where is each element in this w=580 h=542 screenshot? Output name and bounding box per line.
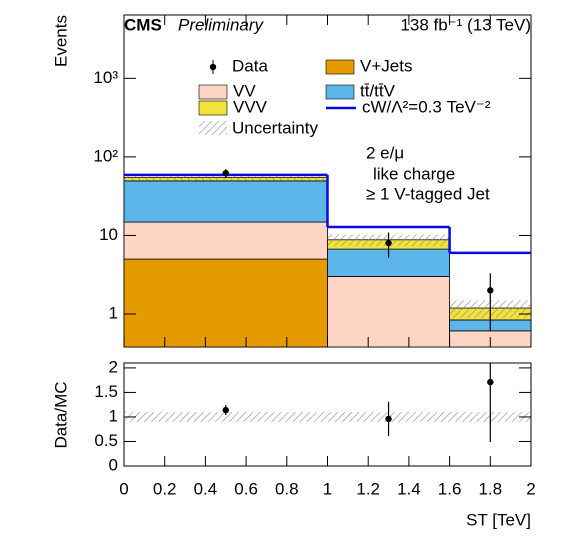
x-tick-label: 1.8 bbox=[478, 479, 502, 498]
x-tick-label: 0.2 bbox=[153, 479, 177, 498]
y-tick-label: 10² bbox=[93, 146, 118, 165]
annotation: ≥ 1 V-tagged Jet bbox=[366, 184, 490, 203]
stack-bar bbox=[123, 180, 328, 223]
y-tick-label: 10³ bbox=[93, 68, 118, 87]
legend-label: VVV bbox=[233, 97, 268, 116]
data-point bbox=[222, 169, 229, 177]
legend-swatch bbox=[325, 59, 355, 75]
x-tick-label: 0.4 bbox=[194, 479, 218, 498]
y-tick-label: 0 bbox=[109, 455, 118, 474]
stack-bar bbox=[327, 276, 450, 348]
data-point bbox=[222, 406, 229, 414]
data-point bbox=[487, 287, 494, 294]
legend-swatch bbox=[199, 121, 227, 135]
x-tick-label: 1.2 bbox=[356, 479, 380, 498]
y-tick-label: 1.5 bbox=[94, 382, 118, 401]
x-tick-label: 1.4 bbox=[397, 479, 421, 498]
legend-label: Data bbox=[232, 56, 268, 75]
x-tick-label: 0.6 bbox=[234, 479, 258, 498]
x-tick-label: 0 bbox=[119, 479, 128, 498]
x-axis-label: ST [TeV] bbox=[466, 510, 531, 529]
y-axis-label: Events bbox=[51, 15, 70, 67]
data-point bbox=[385, 415, 392, 423]
data-point bbox=[487, 378, 494, 386]
annotation: 2 e/μ bbox=[366, 143, 404, 162]
stack-bar bbox=[123, 258, 328, 348]
lumi: 138 fb⁻¹ (13 TeV) bbox=[400, 15, 531, 34]
y-tick-label: 2 bbox=[109, 357, 118, 376]
legend-swatch bbox=[198, 84, 228, 100]
annotation: like charge bbox=[373, 164, 455, 183]
legend-label: tt̄/tt̄V bbox=[360, 81, 396, 100]
y-tick-label: 1 bbox=[109, 303, 118, 322]
stack-bar bbox=[123, 221, 328, 260]
subtitle: Preliminary bbox=[178, 15, 265, 34]
x-tick-label: 0.8 bbox=[275, 479, 299, 498]
x-tick-label: 2 bbox=[526, 479, 535, 498]
data-point bbox=[385, 239, 392, 247]
x-tick-label: 1 bbox=[323, 479, 332, 498]
legend-swatch bbox=[325, 84, 355, 100]
y-tick-label: 0.5 bbox=[94, 431, 118, 450]
legend-label: cW/Λ²=0.3 TeV⁻² bbox=[362, 97, 491, 116]
y-tick-label: 1 bbox=[109, 406, 118, 425]
legend-label: V+Jets bbox=[360, 56, 412, 75]
title: CMS bbox=[124, 15, 162, 34]
y-tick-label: 10 bbox=[99, 225, 118, 244]
y-axis-label: Data/MC bbox=[51, 381, 70, 448]
legend-swatch bbox=[198, 100, 228, 116]
ratio-band bbox=[124, 412, 328, 422]
legend-label: VV bbox=[233, 81, 256, 100]
legend-label: Uncertainty bbox=[232, 118, 318, 137]
x-tick-label: 1.6 bbox=[438, 479, 462, 498]
